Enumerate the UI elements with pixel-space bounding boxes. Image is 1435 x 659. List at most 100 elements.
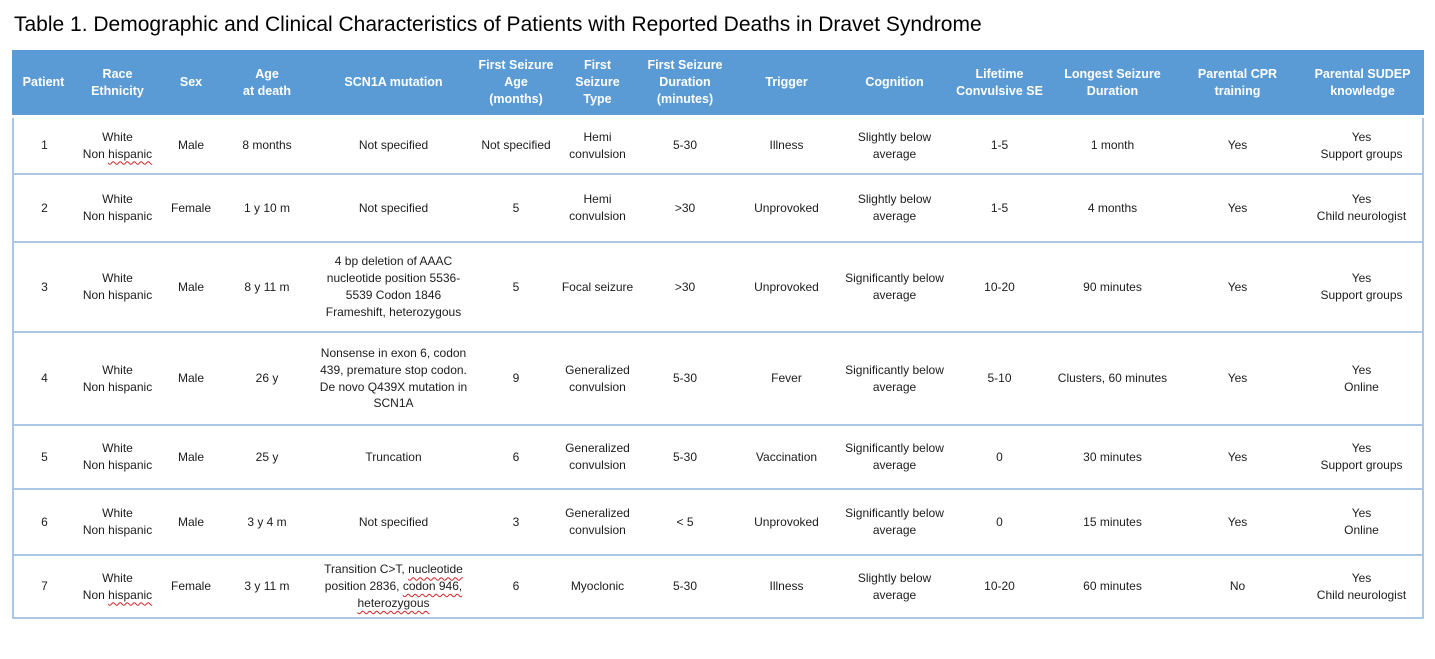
cell-line: Child neurologist [1316, 587, 1407, 602]
table-cell: Unprovoked [732, 490, 841, 556]
cell-line: No [1229, 579, 1246, 594]
table-cell: Clusters, 60 minutes [1051, 333, 1174, 426]
cell-line: Support groups [1320, 458, 1403, 472]
table-row: 2 White Non hispanic Female 1 y 10 m Not spec… [12, 175, 1424, 243]
table-cell: Yes Child neurologist [1301, 556, 1424, 619]
cell-line: Significantly below [845, 271, 944, 286]
table-cell: 5-30 [638, 426, 732, 490]
column-header: First Seizure Type [557, 50, 638, 118]
cell-line: 3 y 11 m [244, 579, 290, 594]
table-cell: Yes Support groups [1301, 426, 1424, 490]
header-row: Patient Race Ethnicity Sex Age at death SCN1A … [12, 50, 1424, 118]
table-cell: Vaccination [732, 426, 841, 490]
table-cell: 5 [12, 426, 75, 490]
cell-line: Hemi [583, 129, 612, 144]
cell-line: 4 [41, 371, 48, 386]
table-cell: Not specified [312, 490, 475, 556]
table-cell: 5 [475, 175, 557, 243]
table-cell: Hemi convulsion [557, 118, 638, 175]
table-cell: No [1174, 556, 1301, 619]
cell-line: knowledge [1330, 83, 1395, 98]
column-header: Race Ethnicity [75, 50, 160, 118]
cell-line: convulsion [569, 146, 626, 161]
cell-line: 10-20 [984, 279, 1015, 294]
table-cell: 10-20 [948, 556, 1051, 619]
cell-line: Duration [659, 75, 711, 90]
table-cell: 3 [475, 490, 557, 556]
column-header: Cognition [841, 50, 948, 118]
table-cell: 1 month [1051, 118, 1174, 175]
table-cell: 10-20 [948, 243, 1051, 333]
table-cell: 25 y [222, 426, 312, 490]
table-cell: Not specified [312, 175, 475, 243]
cell-line: Slightly below [857, 192, 932, 207]
cell-line: Support groups [1320, 288, 1403, 302]
cell-line: 0 [996, 514, 1003, 529]
cell-line: Male [177, 138, 204, 153]
table-cell: Yes Child neurologist [1301, 175, 1424, 243]
cell-line: Unprovoked [754, 200, 819, 215]
cell-line: average [872, 523, 917, 537]
cell-line: >30 [674, 279, 696, 294]
column-header: First Seizure Age (months) [475, 50, 557, 118]
table-cell: 3 y 11 m [222, 556, 312, 619]
cell-line: Hemi [583, 192, 612, 207]
cell-line: 4 months [1087, 200, 1138, 215]
table-cell: 60 minutes [1051, 556, 1174, 619]
table-cell: >30 [638, 175, 732, 243]
column-header: SCN1A mutation [312, 50, 475, 118]
cell-line: Male [177, 279, 204, 294]
cell-line: Online [1344, 379, 1379, 394]
table-row: 7 White Non hispanic Female 3 y 11 m Transiti… [12, 556, 1424, 619]
cell-line: 60 minutes [1083, 579, 1142, 594]
table-cell: Yes Support groups [1301, 118, 1424, 175]
table-cell: Yes [1174, 490, 1301, 556]
cell-line: First Seizure [478, 58, 554, 73]
cell-line: Ethnicity [91, 83, 144, 98]
table-cell: White Non hispanic [75, 490, 160, 556]
table-cell: Yes [1174, 243, 1301, 333]
table-row: 1 White Non hispanic Male 8 months Not specif… [12, 118, 1424, 175]
column-header: First Seizure Duration (minutes) [638, 50, 732, 118]
cell-line: Yes [1227, 449, 1248, 464]
table-cell: 5 [475, 243, 557, 333]
cell-line: average [872, 146, 917, 161]
cell-line: Myoclonic [570, 579, 625, 594]
table-cell: Slightly below average [841, 118, 948, 175]
table-cell: 0 [948, 490, 1051, 556]
table-cell: Truncation [312, 426, 475, 490]
cell-line: Yes [1227, 279, 1248, 294]
cell-line: Yes [1227, 138, 1248, 153]
cell-line: Sex [179, 75, 203, 90]
table-cell: 0 [948, 426, 1051, 490]
table-cell: Nonsense in exon 6, codon 439, premature … [312, 333, 475, 426]
table-cell: Transition C>T, nucleotide position 2836,… [312, 556, 475, 619]
cell-line: Trigger [765, 75, 808, 90]
table-cell: 1-5 [948, 118, 1051, 175]
table-cell: 6 [12, 490, 75, 556]
cell-line: average [872, 458, 917, 472]
cell-line: White [102, 271, 133, 286]
cell-line: 5-30 [672, 579, 698, 594]
cell-line: >30 [674, 200, 696, 215]
cell-line: Age [504, 75, 528, 90]
patients-table: Patient Race Ethnicity Sex Age at death SCN1A … [12, 50, 1424, 619]
cell-line: Non hispanic [82, 379, 153, 394]
table-cell: 2 [12, 175, 75, 243]
cell-line: Parental CPR [1197, 66, 1278, 81]
cell-line: Yes [1351, 441, 1372, 456]
cell-line: Cognition [865, 75, 924, 90]
cell-line: Male [177, 514, 204, 529]
cell-line: 5 [41, 449, 48, 464]
cell-line: First [583, 58, 612, 73]
table-cell: Hemi convulsion [557, 175, 638, 243]
cell-line: Non hispanic [82, 523, 153, 537]
table-cell: Not specified [475, 118, 557, 175]
table-cell: Focal seizure [557, 243, 638, 333]
cell-line: Longest Seizure [1064, 66, 1161, 81]
cell-line: Yes [1351, 362, 1372, 377]
cell-line: (minutes) [656, 91, 714, 106]
cell-line: training [1214, 83, 1261, 98]
table-cell: 5-30 [638, 333, 732, 426]
column-header: Longest Seizure Duration [1051, 50, 1174, 118]
